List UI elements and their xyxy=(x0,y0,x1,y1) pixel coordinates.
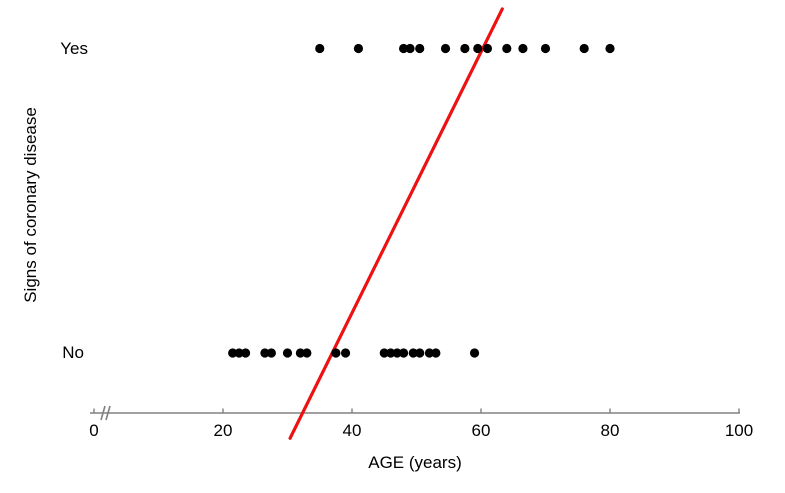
data-point xyxy=(424,348,434,358)
x-axis-title: AGE (years) xyxy=(368,453,462,472)
data-point xyxy=(340,348,351,358)
data-point xyxy=(260,348,270,358)
data-point xyxy=(431,348,441,358)
regression-line-layer xyxy=(288,7,504,440)
data-point xyxy=(234,348,244,358)
data-point xyxy=(460,43,470,54)
y-axis-title: Signs of coronary disease xyxy=(21,107,40,303)
data-point xyxy=(473,43,483,54)
data-point xyxy=(266,348,276,358)
x-tick-label: 60 xyxy=(472,421,491,440)
data-point xyxy=(540,43,551,54)
data-point xyxy=(408,348,418,358)
data-point xyxy=(405,43,415,54)
x-tick-label: 100 xyxy=(725,421,753,440)
data-point xyxy=(579,43,589,54)
regression-line xyxy=(288,7,504,440)
data-point xyxy=(399,348,409,358)
data-points-layer xyxy=(228,43,615,358)
data-point xyxy=(518,43,528,54)
data-point xyxy=(331,348,341,358)
data-point xyxy=(379,348,389,358)
data-point xyxy=(228,348,238,358)
data-point xyxy=(415,348,425,358)
data-point xyxy=(392,348,402,358)
x-tick-label: 20 xyxy=(214,421,233,440)
data-point xyxy=(240,348,251,358)
category-label-no: No xyxy=(62,343,84,362)
data-point xyxy=(353,43,364,54)
x-axis: 0 20 40 60 80 100 xyxy=(89,405,753,440)
data-point xyxy=(469,348,480,358)
data-point xyxy=(605,43,615,54)
data-point xyxy=(399,43,409,54)
x-tick-label: 80 xyxy=(601,421,620,440)
data-point xyxy=(302,348,312,358)
data-point xyxy=(315,43,325,54)
x-tick-label: 40 xyxy=(343,421,362,440)
data-point xyxy=(282,348,293,358)
data-point xyxy=(386,348,396,358)
data-point xyxy=(482,43,493,54)
axis-break-mark xyxy=(100,405,106,421)
category-label-yes: Yes xyxy=(60,39,88,58)
data-point xyxy=(415,43,425,54)
data-point xyxy=(295,348,305,358)
data-point xyxy=(502,43,512,54)
x-tick-label: 0 xyxy=(89,421,98,440)
axis-break-mark xyxy=(105,405,111,421)
data-point xyxy=(440,43,451,54)
